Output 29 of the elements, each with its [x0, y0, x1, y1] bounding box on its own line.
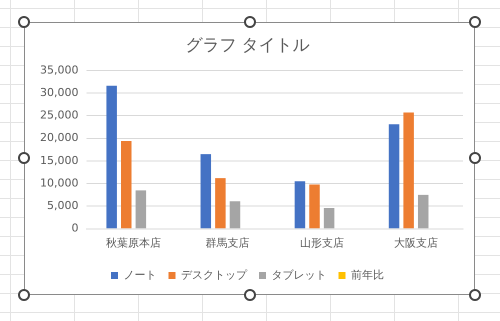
y-tick-label: 25,000 [40, 108, 78, 122]
legend-label: 前年比 [351, 268, 384, 282]
y-tick-label: 10,000 [40, 176, 78, 190]
bar [230, 201, 240, 228]
legend-label: デスクトップ [181, 268, 248, 282]
x-tick-label: 大阪支店 [394, 236, 438, 250]
x-tick-label: 群馬支店 [206, 236, 250, 250]
bar [106, 86, 117, 228]
bar [200, 154, 212, 228]
legend-label: タブレット [272, 268, 326, 282]
y-tick-label: 5,000 [46, 199, 78, 212]
bar [121, 141, 132, 228]
bar [309, 184, 320, 228]
x-tick-label: 秋葉原本店 [106, 236, 162, 250]
y-tick-label: 35,000 [40, 63, 78, 76]
chart-title: グラフ タイトル [185, 36, 310, 56]
bar [403, 112, 414, 228]
y-tick-label: 20,000 [40, 131, 78, 144]
bar [215, 178, 226, 228]
bar [136, 190, 146, 228]
bar [418, 194, 428, 228]
x-tick-label: 山形支店 [300, 236, 344, 250]
y-tick-label: 0 [71, 222, 78, 235]
bar [324, 208, 334, 228]
legend-label: ノート [124, 268, 156, 282]
bar [388, 124, 400, 228]
bar [294, 181, 306, 228]
y-tick-label: 30,000 [40, 86, 78, 99]
y-tick-label: 15,000 [40, 154, 78, 167]
